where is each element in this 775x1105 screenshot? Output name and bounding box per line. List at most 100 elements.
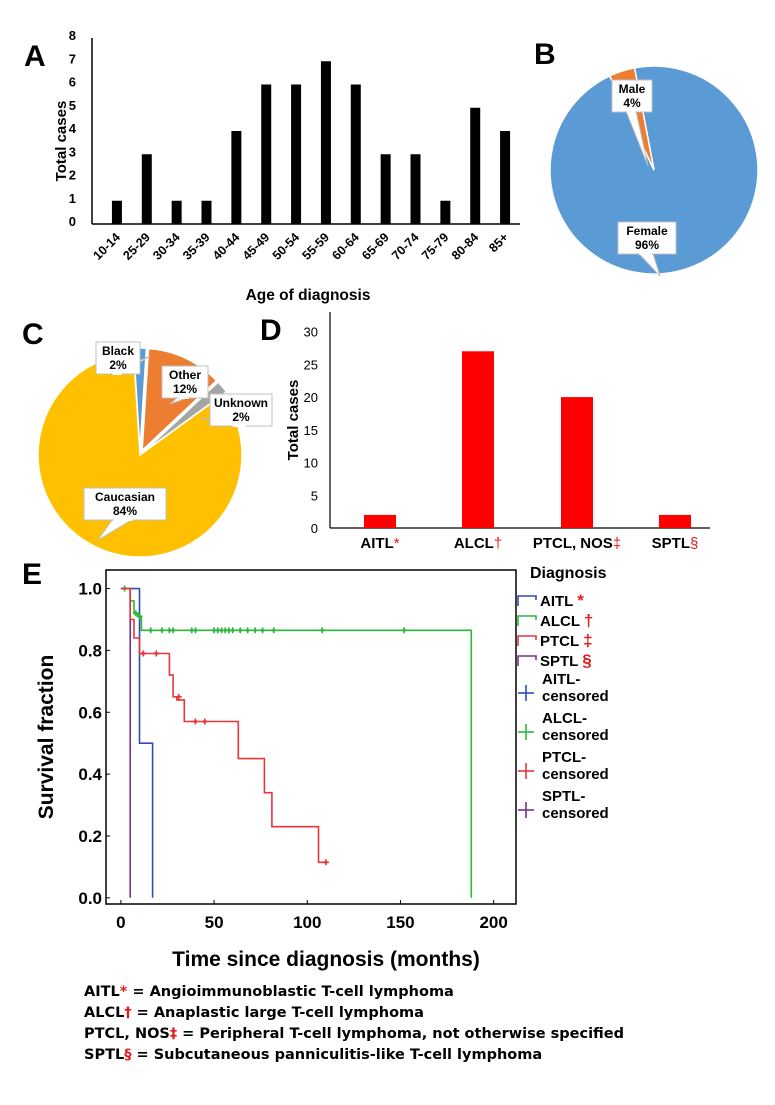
footnote-abbr: AITL xyxy=(84,984,120,1000)
callout-other-text: Other xyxy=(169,368,201,382)
callout-male-pointer xyxy=(625,110,649,167)
x-tick-category: PTCL, NOS xyxy=(533,535,613,552)
survival-line-ptcl xyxy=(120,587,326,864)
x-tick-label-a: 65-69 xyxy=(359,230,392,263)
bar-a xyxy=(171,200,182,224)
y-tick-label-a: 1 xyxy=(69,191,76,206)
censor-dot-alcl xyxy=(134,611,138,615)
censor-dot-alcl xyxy=(149,628,153,632)
censor-dot-ptcl xyxy=(193,719,198,724)
callout-black-text: Black xyxy=(102,344,134,358)
x-tick-label-a: 80-84 xyxy=(449,230,482,263)
callout-unknown-gap xyxy=(232,424,247,427)
censor-dot-alcl xyxy=(246,628,250,632)
x-tick-label-e: 100 xyxy=(293,913,321,932)
censor-dot-alcl xyxy=(238,628,242,632)
legend-series-name: ALCL xyxy=(540,613,584,630)
censor-dot-ptcl xyxy=(177,695,181,699)
x-tick-mark: ‡ xyxy=(613,535,621,552)
footnote-text: = Peripheral T-cell lymphoma, not otherw… xyxy=(177,1026,624,1042)
callout-unknown-box xyxy=(209,393,273,427)
bar-a xyxy=(440,200,451,224)
y-tick-label-d: 25 xyxy=(304,357,318,372)
legend-censored-label-2: censored xyxy=(542,727,609,744)
bar-d xyxy=(462,351,494,528)
x-tick-category: ALCL xyxy=(454,535,494,552)
survival-line-sptl xyxy=(120,587,131,898)
x-tick-label-a: 40-44 xyxy=(210,230,243,263)
bar-a xyxy=(500,131,511,224)
callout-caucasian-box xyxy=(83,487,167,521)
footnotes: AITL* = Angioimmunoblastic T-cell lympho… xyxy=(84,982,624,1066)
y-axis-title-d: Total cases xyxy=(285,380,302,461)
callout-male-box xyxy=(611,79,653,113)
x-tick-category: SPTL xyxy=(652,535,690,552)
footnote-ptcl: PTCL, NOS‡ = Peripheral T-cell lymphoma,… xyxy=(84,1024,624,1045)
y-tick-label-a: 6 xyxy=(69,75,76,90)
y-tick-label-e: 1.0 xyxy=(78,580,102,599)
footnote-text: = Angioimmunoblastic T-cell lymphoma xyxy=(127,984,454,1000)
callout-male-text: 4% xyxy=(623,96,641,110)
callout-black-box xyxy=(95,341,141,375)
y-tick-label-a: 0 xyxy=(69,214,76,229)
x-tick-label-e: 200 xyxy=(479,913,507,932)
x-tick-mark: * xyxy=(394,535,400,552)
callout-caucasian-gap xyxy=(113,518,133,521)
legend-censored-label-2: censored xyxy=(542,688,609,705)
legend-label-alcl: ALCL † xyxy=(540,611,593,630)
x-tick-mark: § xyxy=(690,535,698,552)
callout-male-text: Male xyxy=(619,82,646,96)
censor-dot-alcl xyxy=(160,628,164,632)
footnote-abbr: PTCL, NOS xyxy=(84,1026,170,1042)
plot-frame-e xyxy=(105,569,517,905)
legend-censored-label-1: SPTL- xyxy=(542,788,585,805)
x-tick-label-a: 50-54 xyxy=(270,230,303,263)
y-tick-label-e: 0.8 xyxy=(78,641,102,660)
y-tick-label-e: 0.4 xyxy=(78,765,102,784)
legend-series-name: PTCL xyxy=(540,633,583,650)
bar-a xyxy=(350,84,361,224)
footnote-aitl: AITL* = Angioimmunoblastic T-cell lympho… xyxy=(84,982,624,1003)
x-tick-label-d: SPTL§ xyxy=(652,535,699,552)
footnote-abbr: SPTL xyxy=(84,1047,125,1063)
bar-a xyxy=(111,200,122,224)
footnote-text: = Subcutaneous panniculitis-like T-cell … xyxy=(131,1047,543,1063)
footnote-mark: ‡ xyxy=(169,1026,178,1042)
legend-series-name: SPTL xyxy=(540,653,582,670)
footnote-alcl: ALCL† = Anaplastic large T-cell lymphoma xyxy=(84,1003,624,1024)
censor-dot-ptcl xyxy=(154,651,158,656)
x-tick-label-a: 75-79 xyxy=(419,230,452,263)
legend-series-name: AITL xyxy=(540,593,577,610)
callout-black-gap xyxy=(112,372,122,375)
chart-d-diagnosis-bar: 0 5 10 15 20 25 30 AITL* ALCL† PTCL, NOS‡ SPTL§ Tot… xyxy=(285,312,710,552)
callout-female-pointer xyxy=(637,252,661,277)
legend-series-mark: ‡ xyxy=(583,631,592,650)
panel-letter-b: B xyxy=(534,38,556,71)
x-tick-label-e: 150 xyxy=(386,913,414,932)
x-tick-label-e: 50 xyxy=(205,913,224,932)
chart-a-age-bar: 01234567810-1425-2930-3435-3940-4445-495… xyxy=(53,28,520,304)
y-tick-label-d: 0 xyxy=(311,521,318,536)
callout-other-box xyxy=(161,365,209,399)
censor-dot-alcl xyxy=(137,614,142,618)
callout-female-gap xyxy=(639,252,652,255)
panel-letter-d: D xyxy=(260,314,282,347)
bar-a xyxy=(410,154,421,224)
bar-a xyxy=(380,154,391,224)
bar-a xyxy=(141,154,152,224)
callout-black-text: 2% xyxy=(109,358,127,372)
bar-a xyxy=(261,84,272,224)
callout-unknown-text: Unknown xyxy=(214,396,268,410)
x-tick-label-a: 10-14 xyxy=(91,230,124,263)
x-tick-label-a: 30-34 xyxy=(150,230,183,263)
x-tick-label-a: 45-49 xyxy=(240,230,273,263)
bar-a xyxy=(201,200,212,224)
legend-censored-label-2: censored xyxy=(542,766,609,783)
censor-dot-alcl xyxy=(402,628,406,632)
y-axis-title-a: Total cases xyxy=(53,101,70,182)
bar-d xyxy=(659,514,691,528)
legend-title-e: Diagnosis xyxy=(530,565,607,582)
y-tick-label-a: 5 xyxy=(69,98,76,113)
legend-swatch-sptl xyxy=(517,655,537,666)
x-tick-category: AITL xyxy=(360,535,393,552)
